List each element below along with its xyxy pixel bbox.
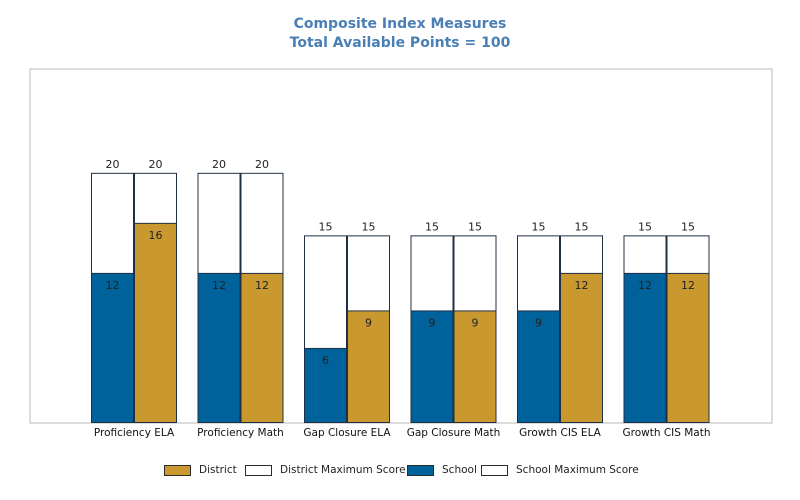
legend-swatch-school (407, 464, 434, 476)
legend-item-district: District (164, 464, 237, 476)
school-value-label: 6 (322, 354, 329, 367)
district-value-label: 16 (149, 229, 163, 242)
district-max-label: 20 (255, 158, 269, 171)
school-value-label: 9 (429, 316, 436, 329)
legend-swatch-district-max (245, 464, 272, 476)
legend-item-district-max: District Maximum Score (245, 464, 406, 476)
x-tick-label: Growth CIS ELA (519, 427, 601, 439)
district-value-label: 9 (365, 316, 372, 329)
school-bar (91, 272, 134, 423)
district-value-label: 12 (681, 279, 695, 292)
x-tick-label: Gap Closure Math (407, 427, 501, 439)
school-value-label: 9 (535, 316, 542, 329)
district-max-label: 15 (362, 220, 376, 233)
school-max-label: 15 (319, 220, 333, 233)
school-max-label: 15 (638, 220, 652, 233)
district-max-label: 15 (575, 220, 589, 233)
district-value-label: 12 (255, 279, 269, 292)
district-bar (560, 272, 603, 423)
x-tick-label: Gap Closure ELA (303, 427, 391, 439)
x-tick-label: Growth CIS Math (622, 427, 710, 439)
school-value-label: 12 (106, 279, 120, 292)
legend-item-school-max: School Maximum Score (481, 464, 639, 476)
chart-title: Composite Index Measures (293, 16, 507, 32)
school-bar (410, 310, 454, 424)
district-bar (240, 272, 284, 423)
district-max-label: 15 (468, 220, 482, 233)
legend-label-school: School (442, 464, 477, 476)
school-max-label: 15 (532, 220, 546, 233)
legend-swatch-school-max (481, 464, 508, 476)
school-value-label: 12 (638, 279, 652, 292)
legend-swatch-district (164, 464, 191, 476)
chart-subtitle: Total Available Points = 100 (289, 35, 511, 51)
district-bar (134, 222, 177, 423)
school-max-label: 20 (106, 158, 120, 171)
district-value-label: 9 (472, 316, 479, 329)
district-value-label: 12 (575, 279, 589, 292)
school-value-label: 12 (212, 279, 226, 292)
x-tick-label: Proficiency Math (197, 427, 284, 439)
legend-label-district: District (199, 464, 237, 476)
chart-area: 20 12 20 16 Proficiency ELA 20 12 20 12 Proficien… (29, 68, 773, 439)
chart-legend: District District Maximum Score School S… (0, 464, 800, 480)
district-bar (666, 272, 710, 423)
x-tick-label: Proficiency ELA (94, 427, 175, 439)
plot-frame (29, 68, 773, 424)
school-bar (623, 272, 667, 423)
district-max-label: 20 (149, 158, 163, 171)
district-bar (453, 310, 497, 424)
school-bar (304, 347, 347, 423)
legend-label-school-max: School Maximum Score (516, 464, 639, 476)
district-max-label: 15 (681, 220, 695, 233)
school-bar (517, 310, 560, 424)
district-bar (347, 310, 390, 424)
legend-label-district-max: District Maximum Score (280, 464, 406, 476)
legend-item-school: School (407, 464, 477, 476)
school-bar (197, 272, 241, 423)
school-max-label: 20 (212, 158, 226, 171)
school-max-label: 15 (425, 220, 439, 233)
